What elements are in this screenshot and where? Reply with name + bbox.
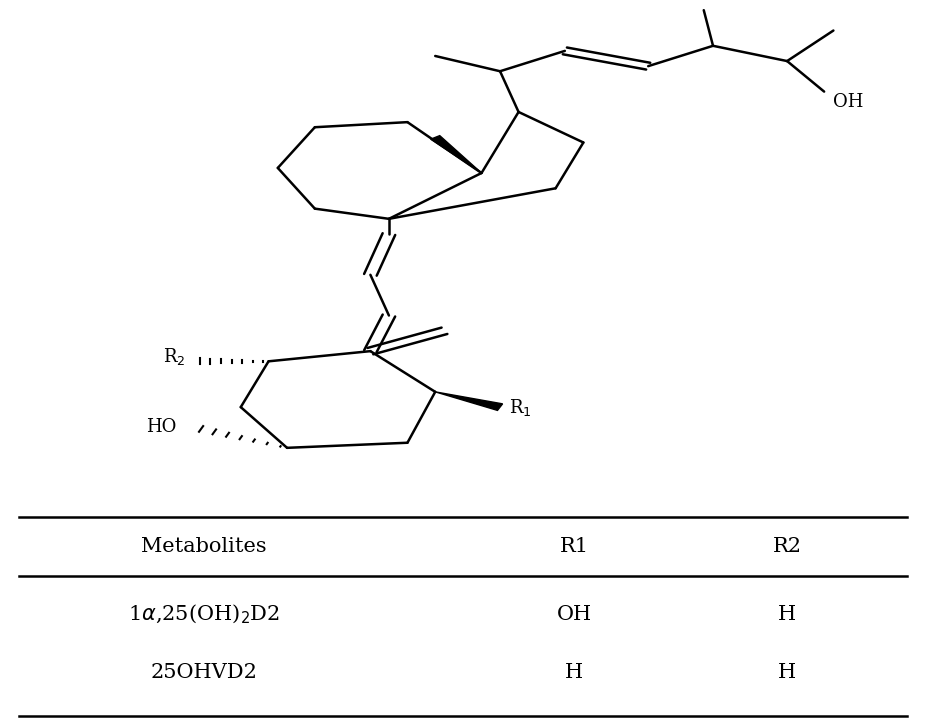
Text: R2: R2 <box>772 537 802 556</box>
Text: 1$\alpha$,25(OH)$_2$D2: 1$\alpha$,25(OH)$_2$D2 <box>128 603 280 626</box>
Polygon shape <box>435 392 503 411</box>
Text: H: H <box>778 664 796 683</box>
Text: 25OHVD2: 25OHVD2 <box>150 664 257 683</box>
Text: H: H <box>565 664 583 683</box>
Polygon shape <box>431 136 482 173</box>
Text: R$_1$: R$_1$ <box>509 397 532 417</box>
Text: OH: OH <box>833 93 864 111</box>
Text: R1: R1 <box>559 537 589 556</box>
Text: R$_2$: R$_2$ <box>163 346 185 366</box>
Text: OH: OH <box>557 605 592 624</box>
Text: HO: HO <box>145 419 176 436</box>
Text: H: H <box>778 605 796 624</box>
Text: Metabolites: Metabolites <box>141 537 267 556</box>
